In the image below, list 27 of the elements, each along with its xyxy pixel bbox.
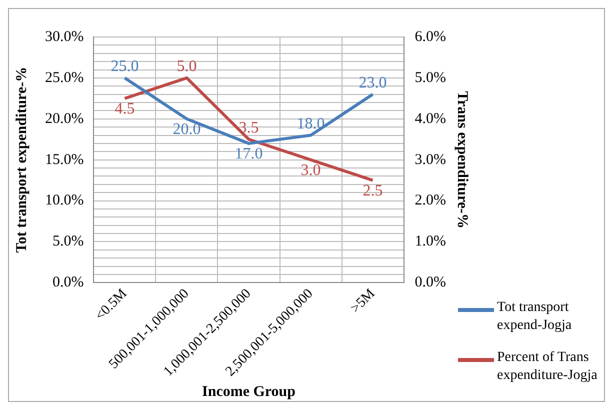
y-tick-label: 15.0%: [44, 152, 84, 168]
y-tick-label: 0.0%: [52, 274, 84, 291]
y-axis-title: Tot transport expenditure-%: [14, 66, 30, 253]
y2-tick-label: 6.0%: [414, 28, 446, 45]
data-label: 3.0: [300, 162, 321, 180]
legend-label: Tot transport expend-Jogja: [497, 299, 573, 335]
data-label: 4.5: [114, 100, 135, 118]
data-label: 23.0: [358, 74, 387, 92]
y-tick-label: 30.0%: [44, 28, 84, 45]
y-tick-label: 25.0%: [44, 70, 84, 86]
data-label: 20.0: [172, 121, 201, 138]
x-axis-title: Income Group: [202, 384, 296, 400]
data-label: 25.0: [110, 58, 139, 76]
y2-tick-label: 5.0%: [414, 70, 446, 86]
data-label: 17.0: [234, 146, 263, 163]
y2-tick-label: 2.0%: [414, 192, 446, 209]
y2-tick-label: 0.0%: [414, 274, 446, 291]
y-tick-label: 5.0%: [52, 234, 84, 250]
y-tick-label: 20.0%: [44, 110, 84, 127]
y2-tick-label: 1.0%: [414, 234, 446, 250]
y2-tick-label: 4.0%: [414, 110, 446, 127]
y2-tick-label: 3.0%: [414, 152, 446, 168]
data-label: 2.5: [362, 182, 383, 200]
y2-axis-title: Trans expenditure-%: [454, 91, 470, 228]
legend-label: Percent of Trans expenditure-Jogja: [497, 349, 598, 385]
data-label: 5.0: [176, 58, 197, 76]
y-tick-label: 10.0%: [44, 192, 84, 209]
